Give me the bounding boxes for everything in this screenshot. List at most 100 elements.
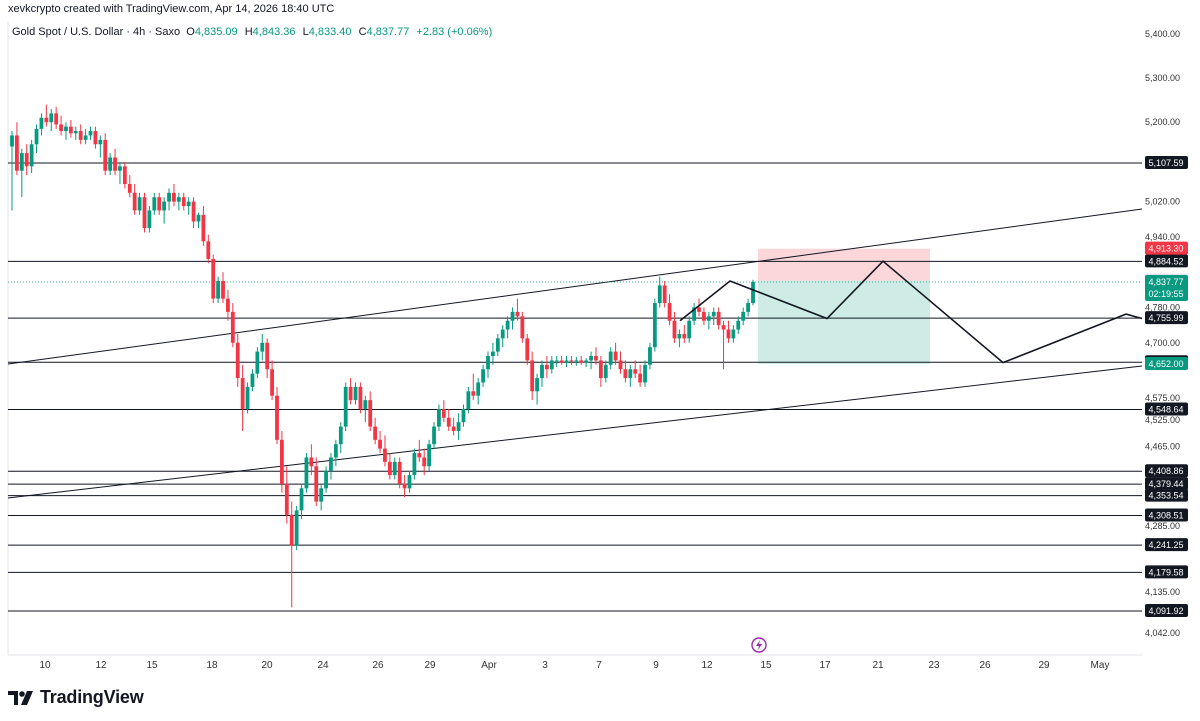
candle-body[interactable] <box>226 298 230 312</box>
candle-body[interactable] <box>633 369 638 374</box>
candle-body[interactable] <box>201 214 206 242</box>
candle-body[interactable] <box>250 373 255 387</box>
candle-body[interactable] <box>68 126 73 134</box>
candle-body[interactable] <box>481 369 485 383</box>
candle-body[interactable] <box>505 320 510 330</box>
candle-body[interactable] <box>549 360 554 370</box>
candle-body[interactable] <box>608 351 613 365</box>
candle-body[interactable] <box>559 360 564 363</box>
candle-body[interactable] <box>73 131 78 134</box>
candle-body[interactable] <box>726 329 731 339</box>
candle-body[interactable] <box>245 386 250 409</box>
candle-body[interactable] <box>397 461 402 484</box>
price-chart[interactable]: 5,400.00 5,300.00 5,200.00 5,020.00 4,940.00… <box>0 0 1200 690</box>
candle-body[interactable] <box>569 360 574 362</box>
candle-body[interactable] <box>157 197 162 211</box>
candle-body[interactable] <box>34 128 39 145</box>
candle-body[interactable] <box>118 166 122 171</box>
candle-body[interactable] <box>451 426 456 431</box>
candle-body[interactable] <box>383 448 387 462</box>
candle-body[interactable] <box>127 183 132 193</box>
candle-body[interactable] <box>54 113 59 125</box>
candle-body[interactable] <box>338 426 343 445</box>
candle-body[interactable] <box>456 422 461 431</box>
projection-path[interactable] <box>679 260 1143 364</box>
candle-body[interactable] <box>466 391 471 409</box>
candle-body[interactable] <box>657 285 662 304</box>
candle-body[interactable] <box>613 351 618 361</box>
candle-body[interactable] <box>181 197 186 207</box>
candle-body[interactable] <box>59 124 63 132</box>
candle-body[interactable] <box>491 351 495 357</box>
candle-body[interactable] <box>64 126 68 132</box>
candle-body[interactable] <box>44 117 49 123</box>
candle-body[interactable] <box>172 192 176 202</box>
candle-body[interactable] <box>343 386 348 427</box>
candle-body[interactable] <box>746 303 750 312</box>
candle-body[interactable] <box>643 364 647 383</box>
candle-body[interactable] <box>368 400 373 427</box>
candle-body[interactable] <box>19 153 24 171</box>
candle-body[interactable] <box>122 166 127 184</box>
candle-body[interactable] <box>333 444 338 458</box>
candle-body[interactable] <box>373 426 378 440</box>
candle-body[interactable] <box>211 258 216 299</box>
tradingview-branding[interactable]: TradingView <box>8 687 144 708</box>
candle-body[interactable] <box>329 457 333 471</box>
candle-body[interactable] <box>535 378 539 392</box>
candle-body[interactable] <box>598 360 603 379</box>
candle-body[interactable] <box>540 364 544 379</box>
candle-body[interactable] <box>142 197 147 229</box>
candle-body[interactable] <box>687 320 692 339</box>
lightning-event-icon[interactable] <box>751 637 767 653</box>
candle-body[interactable] <box>29 144 34 167</box>
candle-body[interactable] <box>638 373 643 383</box>
candle-body[interactable] <box>289 514 294 546</box>
candle-body[interactable] <box>716 311 721 326</box>
candle-body[interactable] <box>554 360 559 362</box>
candle-body[interactable] <box>702 311 706 321</box>
candle-body[interactable] <box>299 488 304 511</box>
candle-body[interactable] <box>324 470 328 489</box>
candle-body[interactable] <box>10 135 14 147</box>
candle-body[interactable] <box>358 386 363 409</box>
candle-body[interactable] <box>441 408 446 418</box>
candle-body[interactable] <box>387 461 392 476</box>
candle-body[interactable] <box>108 157 113 171</box>
candle-body[interactable] <box>304 457 309 489</box>
candle-body[interactable] <box>618 360 623 370</box>
candle-body[interactable] <box>682 333 687 339</box>
candle-body[interactable] <box>191 201 196 222</box>
candle-body[interactable] <box>736 320 741 330</box>
candle-body[interactable] <box>186 201 191 207</box>
candle-body[interactable] <box>378 439 382 449</box>
candle-body[interactable] <box>49 113 54 123</box>
candle-body[interactable] <box>167 192 171 202</box>
candle-body[interactable] <box>697 307 701 312</box>
candle-body[interactable] <box>412 453 417 476</box>
candle-body[interactable] <box>427 444 432 467</box>
candle-body[interactable] <box>711 311 716 317</box>
candle-body[interactable] <box>594 356 598 361</box>
candle-body[interactable] <box>751 281 755 304</box>
candle-body[interactable] <box>196 214 201 222</box>
candle-body[interactable] <box>132 192 137 211</box>
candle-body[interactable] <box>230 311 235 343</box>
upper-trendline[interactable] <box>7 208 1143 365</box>
candle-body[interactable] <box>235 342 240 379</box>
candle-body[interactable] <box>530 360 535 392</box>
candle-body[interactable] <box>93 131 98 145</box>
candle-body[interactable] <box>476 382 481 396</box>
candle-body[interactable] <box>544 364 549 370</box>
candle-body[interactable] <box>147 210 152 229</box>
candle-body[interactable] <box>741 311 746 321</box>
candle-body[interactable] <box>692 307 697 321</box>
candle-body[interactable] <box>103 139 108 171</box>
candle-body[interactable] <box>652 303 657 348</box>
candle-body[interactable] <box>294 510 299 546</box>
candle-body[interactable] <box>137 197 142 211</box>
candle-body[interactable] <box>88 131 93 136</box>
candle-body[interactable] <box>579 360 584 363</box>
candle-body[interactable] <box>500 329 505 339</box>
candle-body[interactable] <box>432 426 436 445</box>
